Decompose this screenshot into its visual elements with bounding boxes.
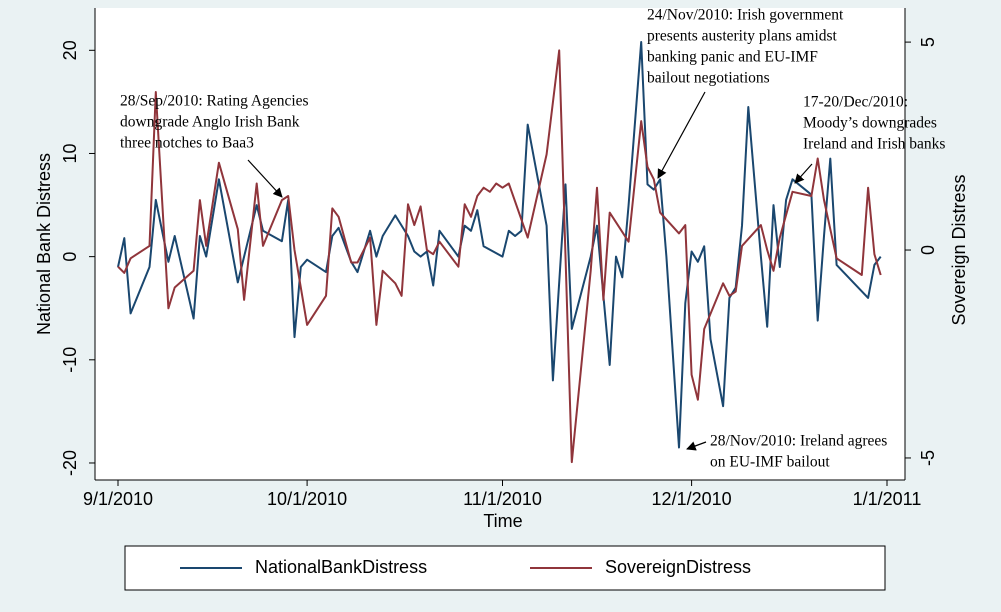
y-tick-label: -10 <box>60 347 80 373</box>
legend-label: SovereignDistress <box>605 557 751 577</box>
annotation-text: presents austerity plans amidst <box>647 28 838 45</box>
y-tick-label: 20 <box>60 40 80 60</box>
x-tick-label: 1/1/2011 <box>853 489 922 509</box>
y2-tick-label: -5 <box>918 450 938 466</box>
annotation-text: three notches to Baa3 <box>120 135 254 152</box>
series-line <box>117 41 882 449</box>
annotation-arrow <box>657 91 706 179</box>
y2-tick-label: 0 <box>918 245 938 255</box>
series-line <box>117 49 882 464</box>
annotation-arrow <box>247 159 283 198</box>
annotation-arrow <box>794 163 813 184</box>
legend-box <box>124 545 886 591</box>
x-tick-label: 10/1/2010 <box>267 489 347 509</box>
annotation-text: 17-20/Dec/2010: <box>803 94 908 111</box>
y-tick-label: -20 <box>60 450 80 476</box>
annotation-text: Moody’s downgrades <box>803 115 937 132</box>
y-axis-title: National Bank Distress <box>34 153 54 335</box>
annotation-text: downgrade Anglo Irish Bank <box>120 114 300 131</box>
annotation-text: on EU-IMF bailout <box>710 454 830 471</box>
x-axis-title: Time <box>483 511 522 531</box>
x-tick-label: 9/1/2010 <box>83 489 153 509</box>
annotation-text: 28/Sep/2010: Rating Agencies <box>120 93 309 110</box>
annotation-arrow <box>686 441 707 451</box>
y-tick-label: 0 <box>60 252 80 262</box>
annotation-text: 28/Nov/2010: Ireland agrees <box>710 433 887 450</box>
legend-label: NationalBankDistress <box>255 557 427 577</box>
y2-tick-label: 5 <box>918 37 938 47</box>
y-tick-label: 10 <box>60 143 80 163</box>
x-tick-label: 11/1/2010 <box>463 489 542 509</box>
y2-axis-title: Sovereign Distress <box>949 174 969 325</box>
annotation-text: bailout negotiations <box>647 70 770 87</box>
annotation-text: Ireland and Irish banks <box>803 136 945 153</box>
x-tick-label: 12/1/2010 <box>652 489 732 509</box>
annotation-text: 24/Nov/2010: Irish government <box>647 7 844 24</box>
plot-area <box>95 8 905 480</box>
annotation-text: banking panic and EU-IMF <box>647 49 818 66</box>
